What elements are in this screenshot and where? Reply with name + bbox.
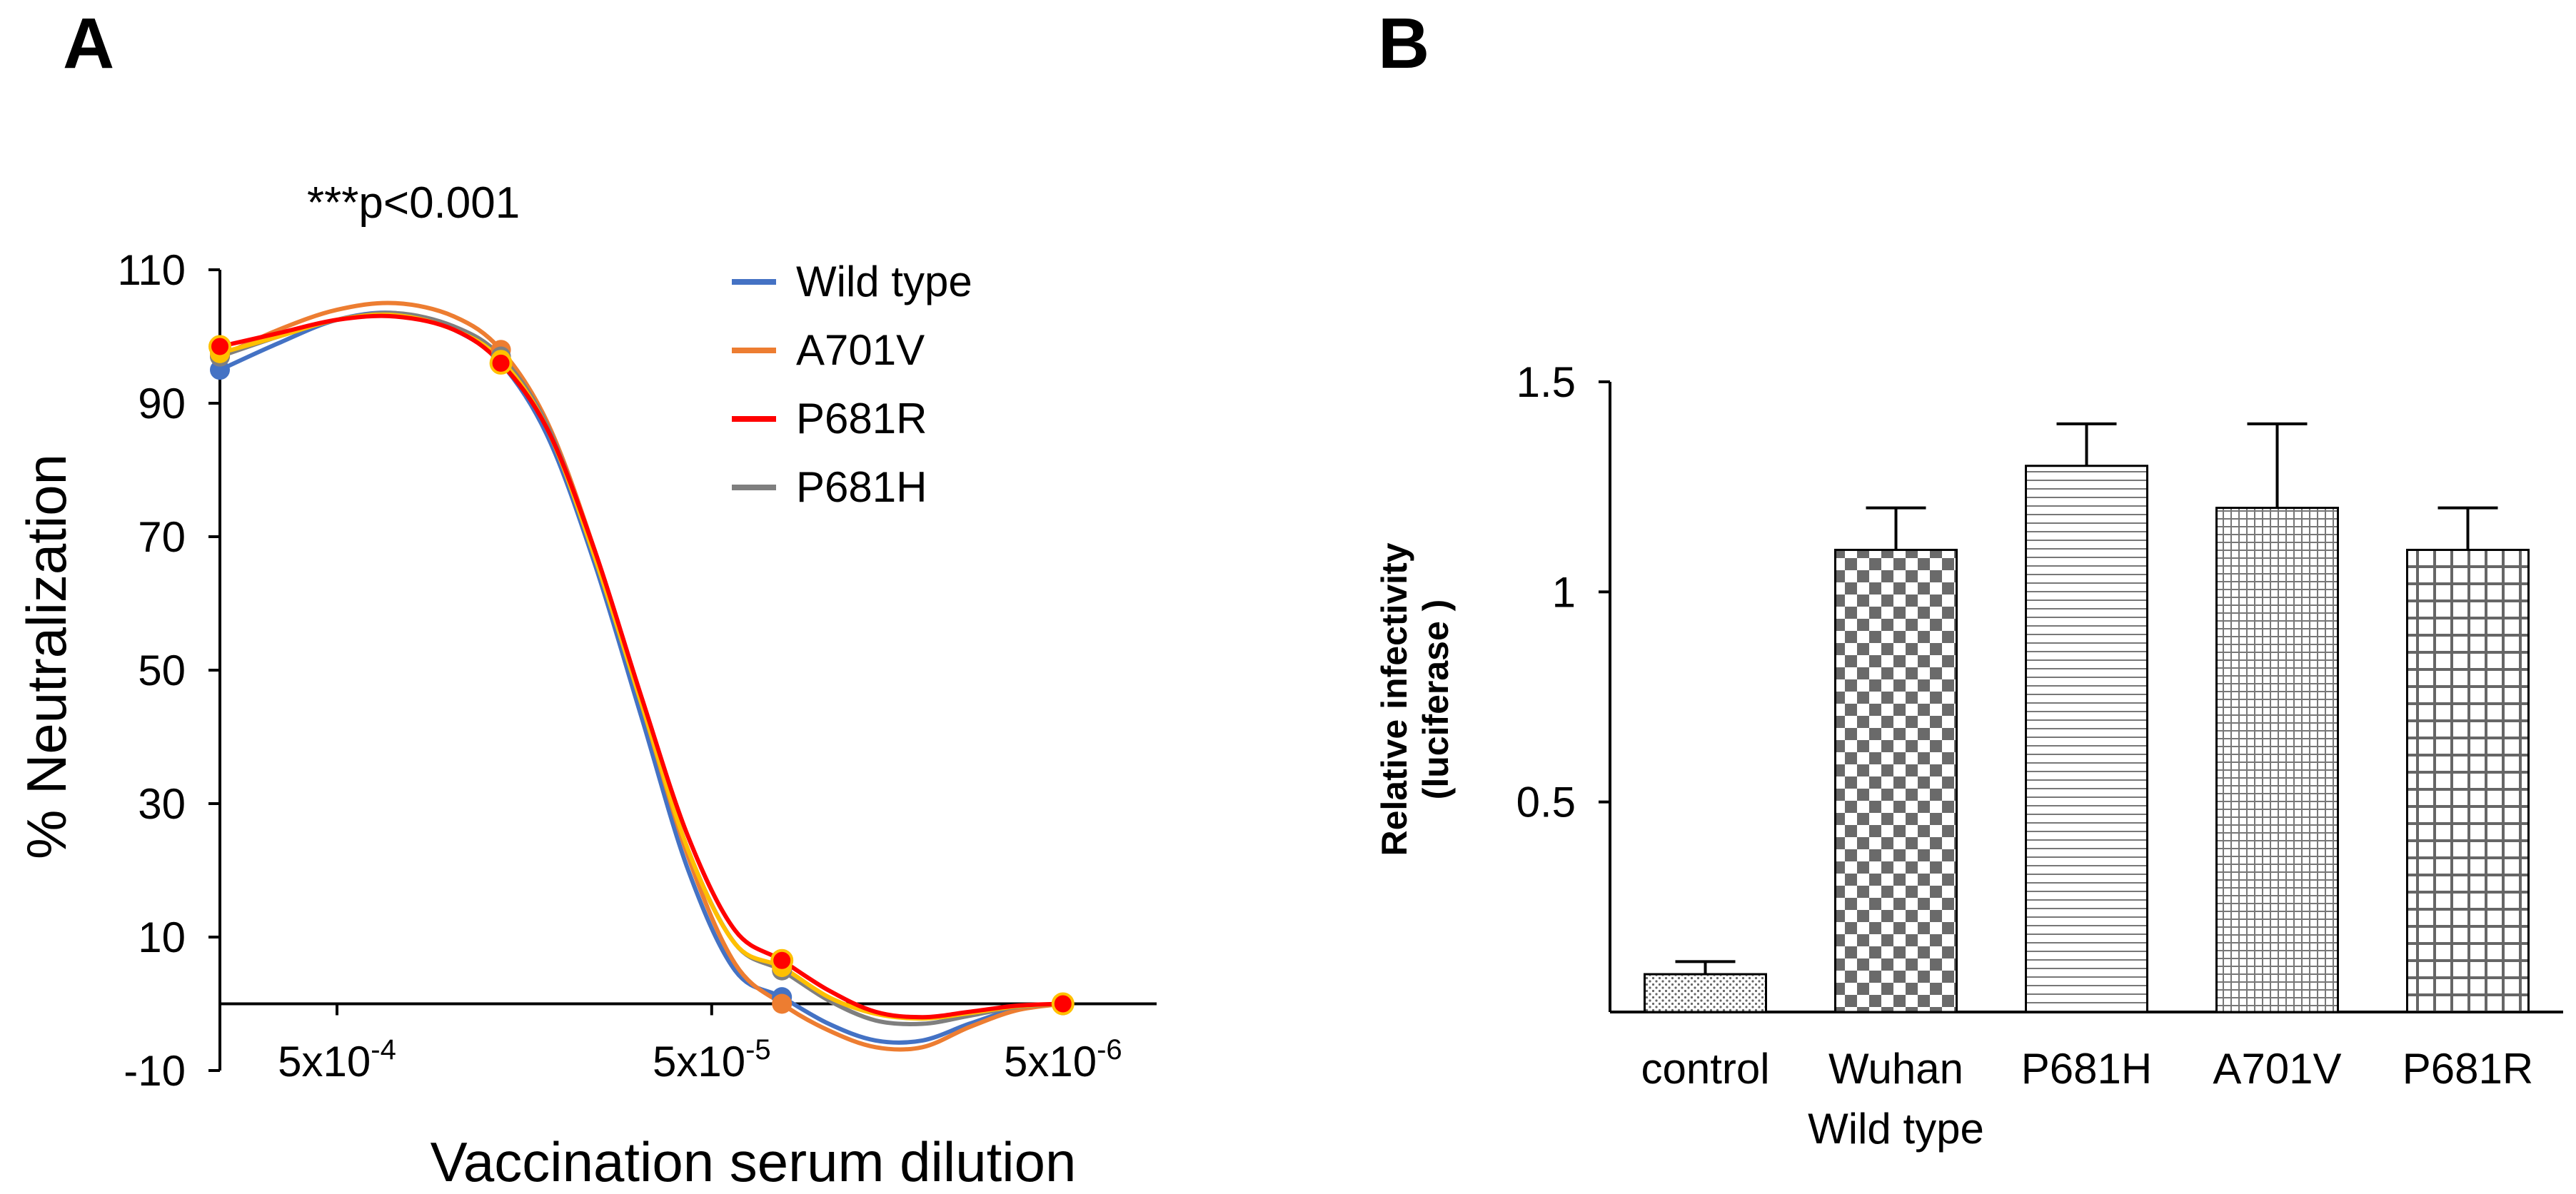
y-tick-label: 0.5 [1516, 779, 1576, 826]
y-tick-label: 30 [138, 780, 186, 828]
y-tick-label: 10 [138, 914, 186, 961]
panel-a-line-chart: -10 10 30 50 70 90 110 5x10-4 5x10-5 5x10-6 ***p<0… [15, 178, 1157, 1193]
x-tick-label: 5x10-4 [278, 1034, 396, 1086]
panel-b-bar-chart: 0.5 1 1.5 Relative infectivity(luciferase )… [1374, 358, 2563, 1153]
y-tick-label: 70 [138, 513, 186, 561]
legend-label: P681R [796, 395, 927, 442]
data-point [770, 948, 794, 972]
legend-label: A701V [796, 326, 925, 374]
x-tick-label: 5x10-5 [653, 1034, 771, 1086]
data-point [489, 351, 513, 375]
series-line-a701v [218, 300, 1064, 1052]
category-label: control [1641, 1045, 1769, 1093]
category-label-line2: Wild type [1808, 1105, 1984, 1153]
category-label: P681R [2403, 1045, 2533, 1093]
significance-annotation: ***p<0.001 [307, 178, 520, 228]
x-tick-label: 5x10-6 [1004, 1034, 1122, 1086]
y-tick-label: -10 [124, 1047, 186, 1095]
bar [2025, 465, 2148, 1013]
legend-label: P681H [796, 463, 927, 511]
y-axis-title: % Neutralization [15, 454, 78, 859]
bar [2215, 507, 2339, 1013]
data-point [1051, 992, 1075, 1016]
series-line-wild-type [218, 310, 1064, 1045]
series-line-p681r [219, 313, 1063, 1020]
legend-label: Wild type [796, 258, 972, 305]
y-axis-title: Relative infectivity(luciferase ) [1374, 542, 1456, 856]
y-tick-label: 90 [138, 380, 186, 427]
bar [2406, 548, 2530, 1013]
bar [1834, 548, 1958, 1013]
category-label: P681H [2021, 1045, 2152, 1093]
series-line-yellow [219, 312, 1063, 1021]
x-axis-title: Vaccination serum dilution [431, 1130, 1077, 1193]
category-label: Wuhan [1828, 1045, 1963, 1093]
data-point [772, 993, 793, 1014]
y-tick-label: 50 [138, 647, 186, 694]
y-tick-label: 1 [1552, 568, 1576, 616]
panel-b-label: B [1378, 4, 1429, 84]
panel-a-label: A [63, 4, 114, 84]
series-line-p681h [219, 310, 1064, 1026]
y-tick-label: 110 [117, 246, 186, 294]
data-point [208, 335, 231, 358]
bar [1644, 973, 1767, 1013]
category-label: A701V [2213, 1045, 2341, 1093]
y-tick-label: 1.5 [1516, 358, 1576, 406]
